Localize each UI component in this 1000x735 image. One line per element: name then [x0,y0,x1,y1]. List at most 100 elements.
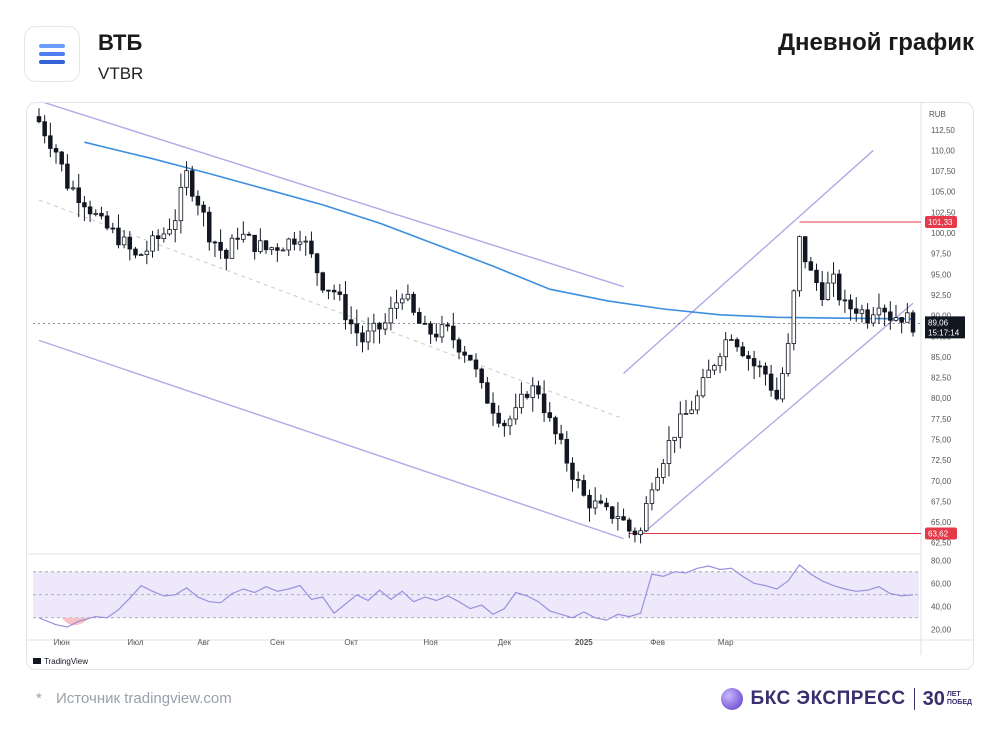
candle-down [751,358,757,367]
brand-sphere-icon [720,688,743,710]
tradingview-logo-icon [33,658,41,664]
price-tick-label: 65,00 [931,518,952,527]
candle-up [150,235,155,252]
candle-up [859,309,865,314]
candle-up [184,170,189,188]
candle-up [717,356,723,367]
price-tick-label: 75,00 [931,436,952,445]
channel-line [640,302,914,536]
candle-down [201,204,206,213]
candle-up [439,324,445,338]
candle-down [819,282,825,301]
candle-down [581,480,587,496]
price-tick-label: 85,00 [931,353,952,362]
time-axis-label: Фев [650,638,665,647]
source-star: * [36,690,42,707]
candle-down [263,240,269,251]
candle-down [207,211,212,243]
candle-down [76,187,81,204]
candle-up [70,187,76,190]
candle-down [609,506,615,519]
brand-sub-1: ЛЕТ [946,691,961,698]
candle-up [167,229,172,235]
brand-30: 30 [922,687,945,710]
candle-up [615,516,621,519]
chart-title: Дневной график [777,29,974,56]
candle-up [241,233,246,240]
candle-down [626,519,632,532]
candle-up [258,240,263,253]
candle-up [712,365,717,371]
brand-sub-2: ПОБЕД [946,699,972,706]
currency-label: RUB [929,110,946,119]
candle-down [558,433,564,440]
brand-separator [913,688,915,710]
candle-down [575,478,581,481]
rsi-tick-label: 20,00 [931,625,952,634]
candle-down [428,323,433,335]
candle-up [229,237,235,259]
candle-up [683,413,689,415]
candle-down [842,299,848,302]
candle-up [269,247,274,251]
candle-down [110,227,116,230]
candle-down [604,502,609,508]
candle-up [791,290,797,344]
candle-down [763,365,768,375]
level-price-label: 63,62 [928,529,949,538]
candle-up [297,241,303,245]
candle-down [59,151,64,165]
candle-down [882,307,887,313]
candle-up [394,302,399,309]
price-tick-label: 72,50 [931,456,952,465]
candle-up [723,339,728,358]
candle-up [93,212,98,215]
candle-up [729,339,734,341]
candle-up [905,312,910,323]
candle-up [399,298,405,304]
candle-down [99,212,104,217]
candle-up [507,418,513,427]
candle-up [661,463,666,478]
candle-down [314,253,320,274]
price-tick-label: 82,50 [931,374,952,383]
channel-line [43,103,624,288]
candle-down [36,116,42,123]
candle-up [161,233,167,240]
candle-up [371,322,377,332]
candle-up [825,282,831,301]
candle-down [53,148,59,153]
candle-up [382,322,388,330]
candle-up [672,436,677,441]
candle-down [496,412,501,424]
rsi-tick-label: 60,00 [931,579,952,588]
price-tick-label: 105,00 [931,188,956,197]
price-tick-label: 112,50 [931,126,955,135]
moving-average-line [84,141,914,320]
candle-down [354,323,360,334]
candle-down [275,247,280,251]
candle-up [644,503,649,532]
candle-down [343,294,348,321]
brand-logo: БКС ЭКСПРЕСС 30 ЛЕТ ПОБЕД [720,686,972,712]
candle-down [598,500,604,504]
candle-down [224,249,229,259]
candle-down [320,272,326,291]
candle-down [564,438,570,464]
candle-up [780,373,785,400]
candle-down [808,261,814,271]
candle-down [468,354,473,361]
candle-down [337,291,343,295]
candle-down [774,389,780,400]
candle-up [172,220,178,230]
candle-down [899,317,904,323]
candle-up [797,236,802,292]
candle-up [121,236,127,246]
rsi-tick-label: 80,00 [931,556,952,565]
candle-down [888,311,893,321]
candle-up [706,369,711,379]
candle-down [802,236,808,263]
brand-sub: ЛЕТ ПОБЕД [947,691,972,707]
candle-down [326,289,331,292]
time-axis-label: Июл [127,638,144,647]
